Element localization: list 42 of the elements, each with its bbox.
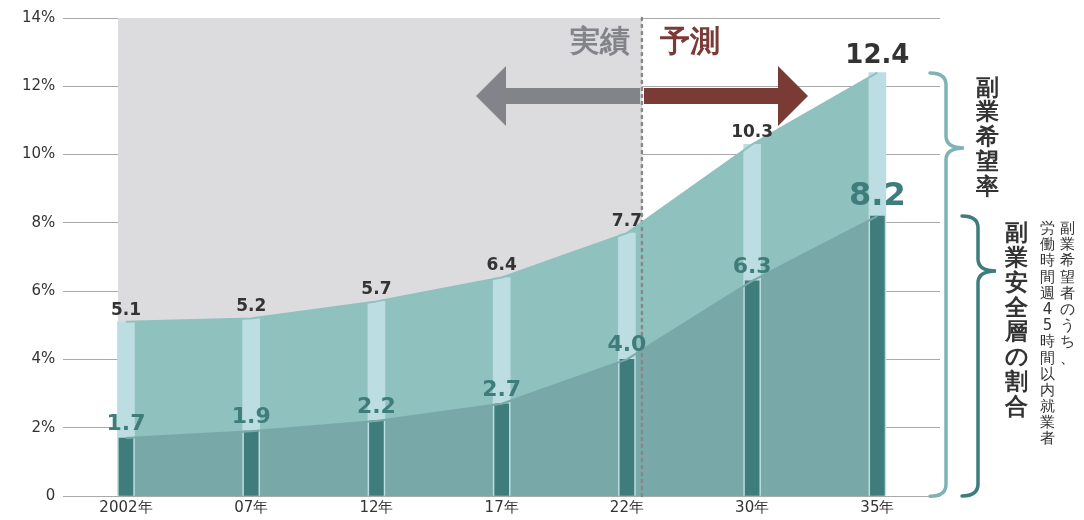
data-label: 1.9 [231,402,271,428]
data-label: 5.1 [110,298,142,319]
data-label: 5.2 [236,295,267,316]
x-tick-label: 12年 [359,497,394,516]
data-label: 8.2 [849,175,906,214]
data-label: 12.4 [845,39,910,70]
x-tick-label: 17年 [484,497,519,516]
annotation: 予測 [659,23,720,58]
text: 労働時間週45時間以内就業者 [1040,219,1055,448]
bar [243,430,259,496]
data-label: 1.7 [106,409,146,435]
x-tick-label: 2002年 [99,497,153,516]
y-tick-label: 10% [22,144,56,163]
bar [619,359,635,496]
text: 副業安全層の割合 [1003,219,1030,419]
data-label: 10.3 [731,121,774,142]
data-label: 2.2 [356,392,396,418]
y-tick-label: 14% [22,7,56,26]
y-tick-label: 0 [45,485,56,504]
y-tick-label: 12% [22,76,56,95]
bar [744,280,760,496]
data-label: 4.0 [607,331,647,357]
bar [870,215,885,496]
x-tick-label: 35年 [860,497,895,516]
bar [118,437,134,496]
data-label: 6.3 [732,252,772,278]
bar [494,403,509,496]
text: 副業希望者のうち、 [1060,219,1075,367]
annotation: 実績 [569,23,630,58]
data-label: 6.4 [486,254,517,275]
y-tick-label: 4% [31,349,56,368]
data-label: 2.7 [482,375,522,401]
x-tick-label: 07年 [234,497,269,516]
text: 副業希望率 [975,73,1000,199]
y-tick-label: 2% [31,417,56,436]
x-tick-label: 22年 [609,497,644,516]
y-tick-label: 8% [31,212,56,231]
data-label: 7.7 [611,210,642,231]
x-tick-label: 30年 [735,497,770,516]
y-tick-label: 6% [31,281,56,300]
bar [369,420,384,496]
data-label: 5.7 [361,278,392,299]
